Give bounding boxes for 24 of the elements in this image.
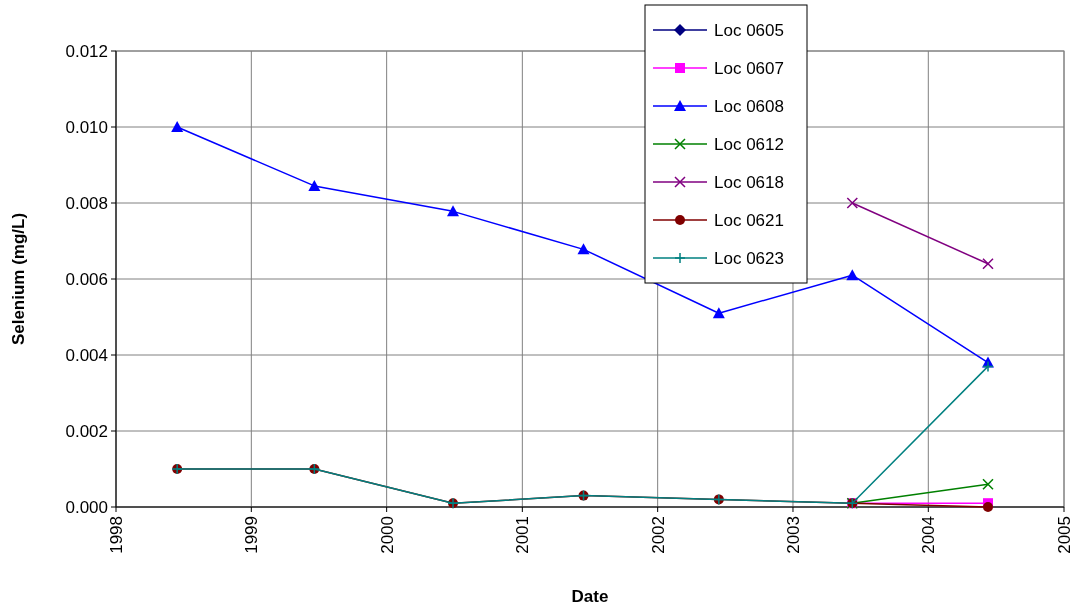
y-axis-title: Selenium (mg/L) [9,212,28,346]
x-tick-label: 2001 [513,516,533,554]
legend-label: Loc 0621 [714,210,784,230]
y-tick-label: 0.006 [65,269,108,289]
y-tick-label: 0.012 [65,41,108,61]
legend-label: Loc 0607 [714,58,784,78]
x-tick-label: 2002 [648,516,668,554]
x-tick-label: 1999 [242,516,262,554]
y-tick-label: 0.010 [65,117,108,137]
x-tick-label: 2004 [919,516,939,554]
y-tick-label: 0.008 [65,193,108,213]
x-tick-label: 2003 [783,516,803,554]
x-tick-label: 1998 [106,516,126,554]
y-tick-label: 0.000 [65,497,108,517]
legend-label: Loc 0623 [714,248,784,268]
x-tick-label: 2005 [1054,516,1074,554]
legend-label: Loc 0618 [714,172,784,192]
x-tick-label: 2000 [377,516,397,554]
y-tick-label: 0.002 [65,421,108,441]
legend-label: Loc 0605 [714,20,784,40]
legend-label: Loc 0608 [714,96,784,116]
legend-label: Loc 0612 [714,134,784,154]
x-axis-title: Date [571,587,609,606]
y-tick-label: 0.004 [65,345,108,365]
